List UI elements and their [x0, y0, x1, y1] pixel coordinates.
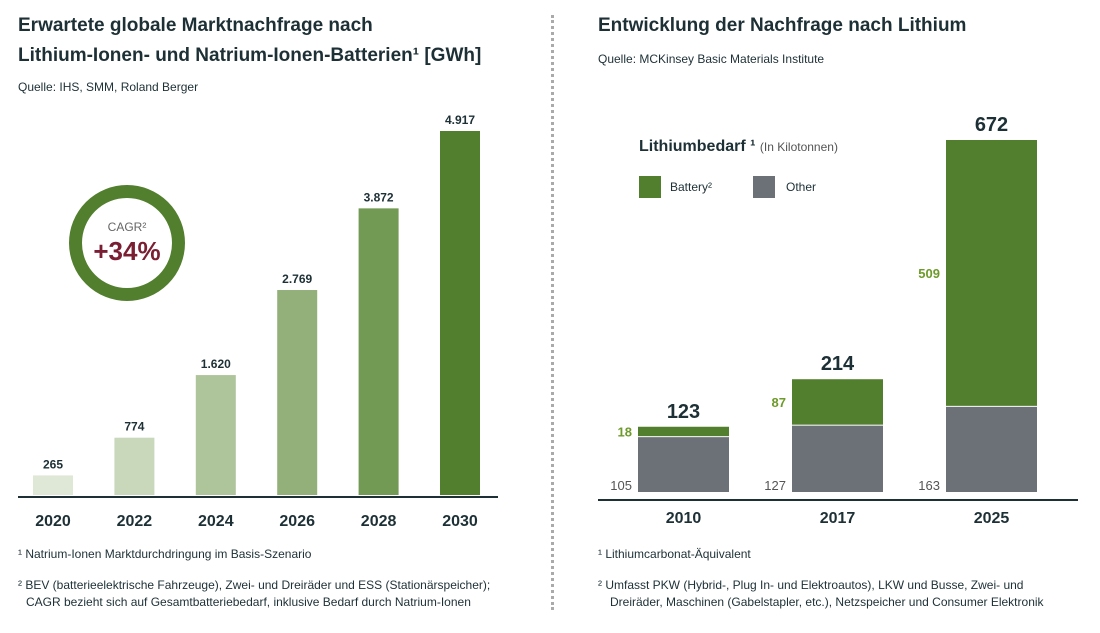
- label-battery-2017: 87: [772, 395, 786, 410]
- label-battery-2010: 18: [618, 424, 632, 439]
- bar-battery-2017: [792, 379, 883, 425]
- legend-title-text: Lithiumbedarf ¹: [639, 138, 756, 155]
- left-chart-title: Erwartete globale Marktnachfrage nach Li…: [18, 11, 481, 71]
- x-tick-2022: 2022: [117, 513, 153, 530]
- right-footnote-1: ¹ Lithiumcarbonat-Äquivalent: [598, 547, 751, 561]
- divider: [551, 15, 554, 610]
- label-other-2025: 163: [918, 478, 940, 493]
- bar-label-2028: 3.872: [364, 190, 394, 204]
- legend-title: Lithiumbedarf ¹ (In Kilotonnen): [639, 138, 838, 156]
- left-title-line2: Lithium-Ionen- und Natrium-Ionen-Batteri…: [18, 45, 482, 66]
- x-tick-2028: 2028: [361, 513, 397, 530]
- bar-other-2025: [946, 406, 1037, 492]
- left-footnote-2: ² BEV (batterieelektrische Fahrzeuge), Z…: [18, 577, 490, 611]
- label-other-2010: 105: [610, 478, 632, 493]
- x-tick-2026: 2026: [279, 513, 315, 530]
- bar-2030: [440, 131, 480, 495]
- left-footnote-2-line2: CAGR bezieht sich auf Gesamtbatteriebeda…: [26, 595, 471, 609]
- bar-other-2010: [638, 437, 729, 492]
- legend-label-battery: Battery²: [670, 180, 713, 194]
- bar-2028: [358, 208, 399, 496]
- left-footnote-2-line1: ² BEV (batterieelektrische Fahrzeuge), Z…: [18, 578, 491, 592]
- right-chart-title: Entwicklung der Nachfrage nach Lithium: [598, 15, 967, 36]
- left-footnote-1: ¹ Natrium-Ionen Marktdurchdringung im Ba…: [18, 547, 312, 561]
- x-tick-2024: 2024: [198, 513, 234, 530]
- legend-swatch-battery: [639, 176, 661, 198]
- bar-label-2020: 265: [43, 457, 63, 471]
- bar-label-2030: 4.917: [445, 113, 475, 127]
- label-total-2017: 214: [821, 353, 855, 375]
- legend-unit: (In Kilotonnen): [759, 140, 838, 154]
- right-footnote-2-line1: ² Umfasst PKW (Hybrid-, Plug In- und Ele…: [598, 578, 1024, 592]
- label-battery-2025: 509: [918, 266, 940, 281]
- label-total-2010: 123: [667, 401, 700, 423]
- right-footnote-2-line2: Dreiräder, Maschinen (Gabelstapler, etc.…: [610, 595, 1044, 609]
- x-tick-2025: 2025: [974, 510, 1010, 527]
- bar-2026: [277, 290, 318, 495]
- legend-label-other: Other: [786, 180, 817, 194]
- bar-label-2022: 774: [124, 420, 144, 434]
- bar-2024: [195, 375, 236, 495]
- right-source: Quelle: MCKinsey Basic Materials Institu…: [598, 52, 825, 66]
- label-other-2017: 127: [764, 478, 786, 493]
- bar-label-2026: 2.769: [282, 272, 312, 286]
- bar-battery-2010: [638, 426, 729, 437]
- x-tick-2010: 2010: [666, 510, 702, 527]
- bar-2020: [33, 475, 73, 495]
- right-footnote-2: ² Umfasst PKW (Hybrid-, Plug In- und Ele…: [598, 577, 1044, 611]
- x-tick-2017: 2017: [820, 510, 856, 527]
- x-tick-2030: 2030: [442, 513, 478, 530]
- legend-swatch-other: [753, 176, 775, 198]
- bar-label-2024: 1.620: [201, 357, 231, 371]
- cagr-value: +34%: [93, 236, 161, 266]
- label-total-2025: 672: [975, 114, 1008, 136]
- left-source: Quelle: IHS, SMM, Roland Berger: [18, 80, 199, 94]
- bar-other-2017: [792, 425, 883, 492]
- cagr-label: CAGR²: [107, 220, 147, 234]
- bar-battery-2025: [946, 140, 1037, 406]
- bar-2022: [114, 437, 155, 495]
- left-title-line1: Erwartete globale Marktnachfrage nach: [18, 15, 373, 36]
- x-tick-2020: 2020: [35, 513, 71, 530]
